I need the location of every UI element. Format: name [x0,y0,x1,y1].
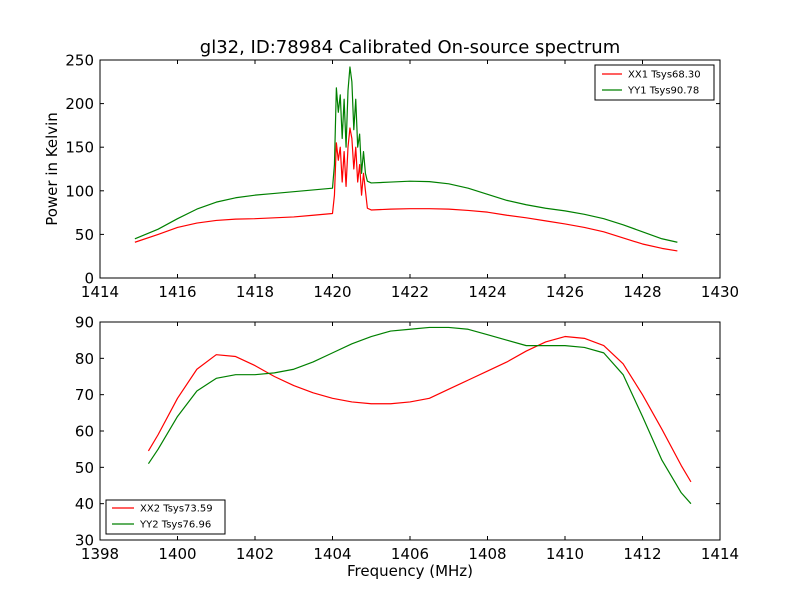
top-series-line-0 [134,127,678,252]
top-x-tick-label: 1418 [236,283,274,301]
top-x-tick-label: 1428 [623,283,661,301]
top-legend-label-xx1: XX1 Tsys68.30 [628,70,701,81]
bottom-y-tick-label: 40 [75,495,94,513]
bottom-x-tick-label: 1404 [313,545,351,563]
top-ticks: 1414 1416 1418 1420 1422 1424 1426 1428 1430 0 50 1… [65,52,739,302]
bottom-panel: 1398 1400 1402 1404 1406 1408 1410 1412 1414 30 40… [75,314,739,581]
bottom-y-tick-label: 50 [75,459,94,477]
bottom-y-tick-label: 30 [75,532,94,550]
bottom-series-lines [147,326,692,505]
top-series-lines [134,66,678,252]
bottom-y-tick-label: 90 [75,314,94,332]
chart-title: gl32, ID:78984 Calibrated On-source spec… [200,37,620,58]
top-panel: 1414 1416 1418 1420 1422 1424 1426 1428 1430 0 50 1… [43,52,739,302]
top-y-tick-label: 50 [75,226,94,244]
bottom-x-tick-label: 1398 [81,545,119,563]
bottom-legend: XX2 Tsys73.59 YY2 Tsys76.96 [105,499,226,535]
top-x-tick-label: 1416 [158,283,196,301]
bottom-series-line-0 [147,335,692,483]
top-legend-box [594,64,715,101]
top-y-tick-label: 250 [65,52,94,70]
bottom-x-axis-label: Frequency (MHz) [347,562,473,580]
top-x-tick-label: 1424 [468,283,506,301]
bottom-x-tick-label: 1410 [546,545,584,563]
top-x-tick-label: 1420 [313,283,351,301]
bottom-x-tick-label: 1406 [391,545,429,563]
bottom-y-tick-label: 60 [75,423,94,441]
top-legend: XX1 Tsys68.30 YY1 Tsys90.78 [594,64,715,101]
top-legend-label-yy1: YY1 Tsys90.78 [627,86,699,97]
top-y-tick-label: 0 [84,270,94,288]
top-y-tick-label: 200 [65,95,94,113]
top-y-tick-label: 100 [65,182,94,200]
bottom-ticks: 1398 1400 1402 1404 1406 1408 1410 1412 1414 30 40… [75,314,739,564]
bottom-legend-label-xx2: XX2 Tsys73.59 [140,504,213,515]
top-x-tick-label: 1422 [391,283,429,301]
top-y-tick-label: 150 [65,139,94,157]
bottom-series-line-1 [147,326,692,505]
top-x-tick-label: 1414 [81,283,119,301]
bottom-x-tick-label: 1402 [236,545,274,563]
top-series-line-1 [134,66,678,243]
bottom-x-tick-label: 1414 [701,545,739,563]
bottom-legend-label-yy2: YY2 Tsys76.96 [139,520,211,531]
bottom-x-tick-label: 1412 [623,545,661,563]
bottom-x-tick-label: 1408 [468,545,506,563]
top-x-tick-label: 1426 [546,283,584,301]
bottom-x-tick-label: 1400 [158,545,196,563]
bottom-legend-box [105,499,226,535]
bottom-y-tick-label: 80 [75,350,94,368]
bottom-y-tick-label: 70 [75,386,94,404]
top-x-tick-label: 1430 [701,283,739,301]
top-y-axis-label: Power in Kelvin [43,112,61,226]
